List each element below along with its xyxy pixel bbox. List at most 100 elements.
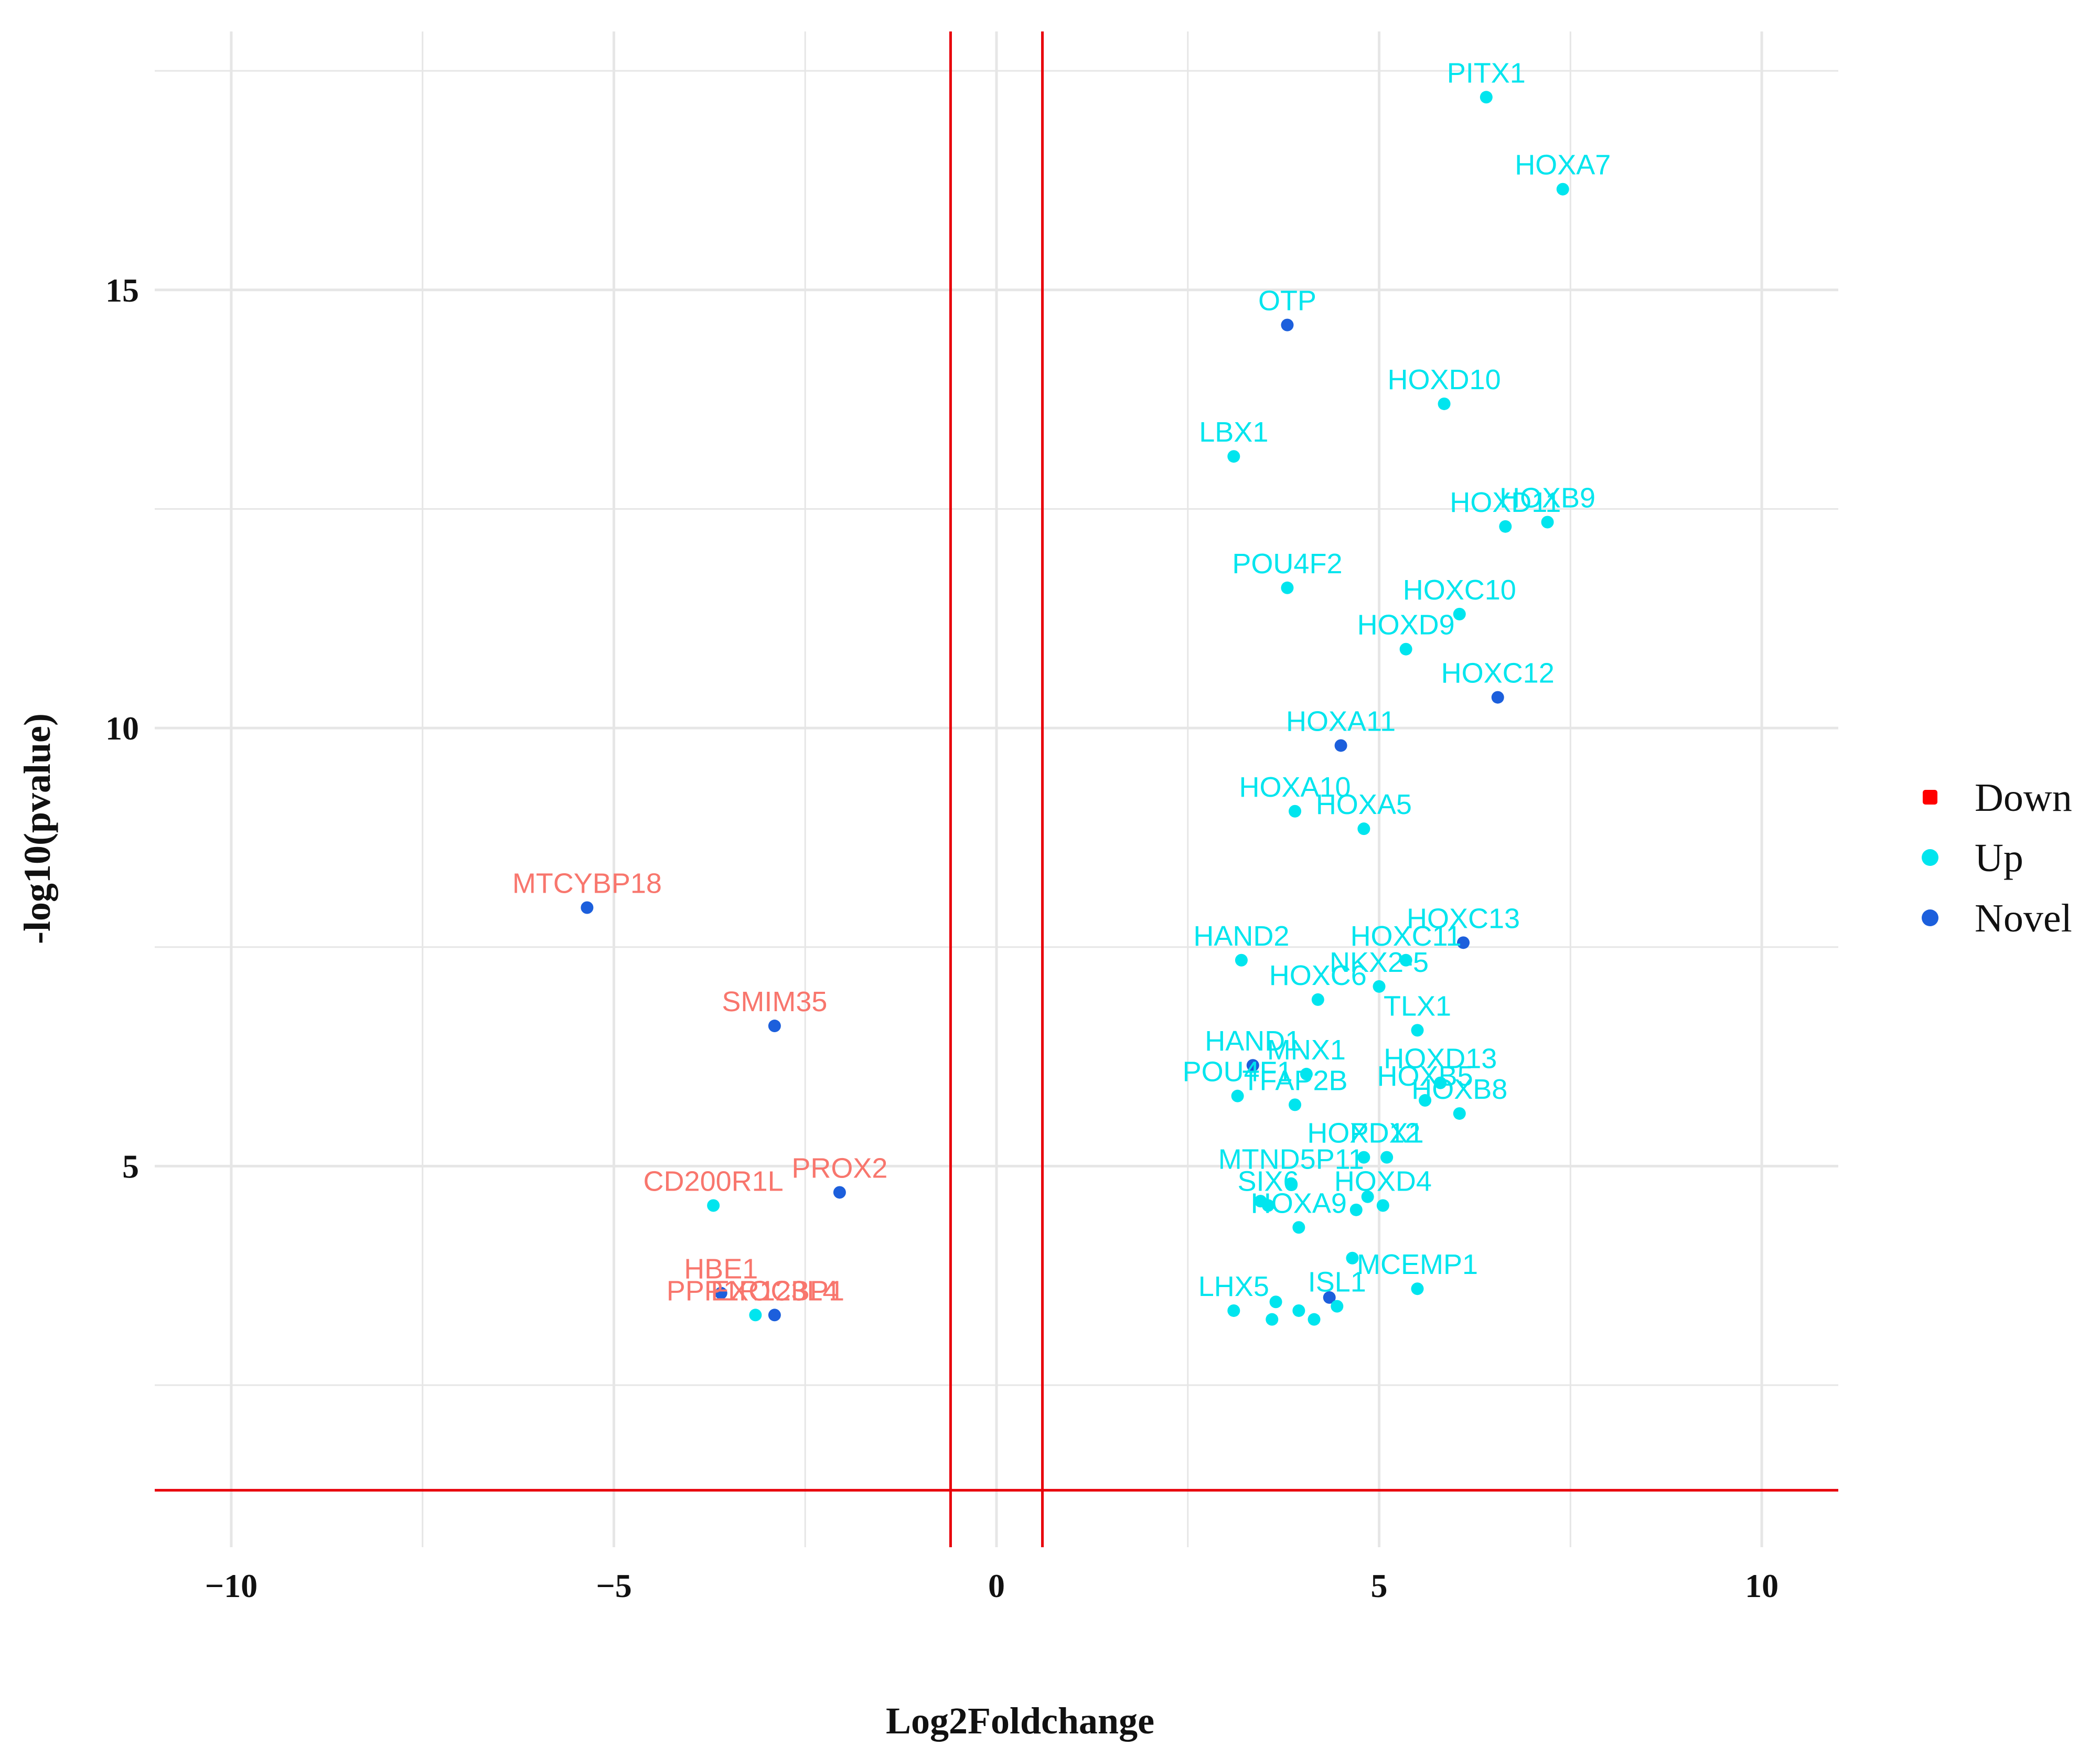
- point-isl1: [1331, 1300, 1344, 1313]
- point-hoxd10: [1438, 397, 1451, 410]
- point-unlabeled-42: [1292, 1304, 1305, 1317]
- point-hoxa10: [1289, 805, 1302, 818]
- label-hoxc6: HOXC6: [1269, 960, 1367, 991]
- label-hoxd11: HOXD11: [1450, 487, 1561, 518]
- label-hoxa5: HOXA5: [1316, 789, 1412, 820]
- label-hoxd13: HOXD13: [1384, 1043, 1497, 1075]
- point-hoxd13: [1434, 1076, 1447, 1089]
- point-hoxb8: [1453, 1107, 1466, 1120]
- label-six6: SIX6: [1237, 1165, 1299, 1197]
- label-hoxc11: HOXC11: [1351, 920, 1462, 952]
- point-otp: [1281, 318, 1294, 331]
- point-unlabeled-38: [1323, 1291, 1336, 1304]
- point-unlabeled-43: [1266, 1313, 1279, 1326]
- point-hoxa7: [1556, 183, 1569, 196]
- x-tick-label: 0: [988, 1567, 1005, 1604]
- point-pou4f1: [1231, 1089, 1244, 1102]
- label-hoxa7: HOXA7: [1515, 149, 1611, 181]
- label-hoxa10: HOXA10: [1239, 772, 1351, 803]
- point-mtcybp18: [581, 901, 594, 914]
- label-smim35: SMIM35: [722, 986, 827, 1017]
- point-mcemp1: [1411, 1282, 1424, 1295]
- x-tick-label: −10: [205, 1567, 258, 1604]
- point-hoxc10: [1453, 607, 1466, 620]
- point-hoxa5: [1357, 822, 1370, 835]
- label-hoxd10: HOXD10: [1388, 364, 1501, 395]
- x-tick-label: −5: [596, 1567, 631, 1604]
- point-hoxb9: [1541, 516, 1554, 529]
- point-lhx5: [1227, 1304, 1240, 1317]
- data-points: [581, 91, 1569, 1326]
- legend-label-down: Down: [1975, 776, 2072, 820]
- point-unlabeled-39: [1269, 1295, 1282, 1309]
- label-pou4f2: POU4F2: [1232, 548, 1342, 580]
- label-hbe1: HBE1: [684, 1254, 758, 1285]
- label-tlx1: TLX1: [1384, 990, 1451, 1022]
- point-hoxd4: [1376, 1199, 1389, 1212]
- label-lbx1: LBX1: [1199, 416, 1268, 448]
- y-axis-title: -log10(pvalue): [16, 713, 58, 944]
- label-hand1: HAND1: [1205, 1025, 1301, 1057]
- point-hoxd9: [1399, 642, 1412, 656]
- point-hoxb5: [1419, 1094, 1432, 1107]
- y-tick-label: 15: [105, 272, 139, 309]
- point-hand1: [1246, 1059, 1259, 1072]
- label-pou4f1: POU4F1: [1183, 1056, 1293, 1088]
- label-exoc3l4: EXOC3L4: [711, 1275, 838, 1306]
- label-hoxb5: HOXB5: [1377, 1060, 1473, 1092]
- point-tfap2b: [1289, 1098, 1302, 1111]
- point-six6: [1261, 1199, 1274, 1212]
- legend-key-novel: [1922, 909, 1938, 926]
- point-exoc3l4: [768, 1309, 781, 1322]
- point-hoxa11: [1334, 739, 1347, 752]
- x-tick-label: 5: [1371, 1567, 1388, 1604]
- label-pdx1: PDX1: [1350, 1118, 1424, 1149]
- point-smim35: [768, 1020, 781, 1033]
- x-axis-ticks: −10 −5 0 5 10: [205, 1567, 1778, 1604]
- point-tlx1: [1411, 1024, 1424, 1037]
- point-hoxd12: [1357, 1151, 1370, 1164]
- point-hoxc6: [1311, 993, 1324, 1006]
- point-lbx1: [1227, 450, 1240, 463]
- label-nkx2-5: NKX2-5: [1330, 947, 1429, 978]
- label-mcemp1: MCEMP1: [1357, 1249, 1478, 1280]
- grid: [155, 31, 1838, 1547]
- point-unlabeled-33: [1349, 1203, 1363, 1216]
- label-hoxa11: HOXA11: [1286, 705, 1396, 737]
- point-mtnd5p11: [1284, 1177, 1298, 1190]
- legend-label-novel: Novel: [1975, 896, 2072, 940]
- label-mtcybp18: MTCYBP18: [512, 868, 662, 899]
- point-pitx1: [1480, 91, 1493, 104]
- point-hoxa9: [1292, 1221, 1305, 1234]
- label-prox2: PROX2: [791, 1152, 887, 1184]
- legend-key-up: [1922, 849, 1938, 866]
- label-hoxc12: HOXC12: [1441, 658, 1555, 689]
- label-mnx1: MNX1: [1267, 1034, 1346, 1066]
- x-tick-label: 10: [1745, 1567, 1778, 1604]
- label-hoxb8: HOXB8: [1411, 1074, 1507, 1105]
- point-hoxd11: [1499, 520, 1512, 533]
- threshold-lines: [155, 31, 1838, 1547]
- label-pitx1: PITX1: [1447, 57, 1526, 89]
- point-hand2: [1235, 954, 1248, 967]
- label-cd200r1l: CD200R1L: [644, 1165, 784, 1197]
- point-unlabeled-32: [1361, 1190, 1374, 1203]
- point-prox2: [833, 1186, 846, 1199]
- y-tick-label: 5: [122, 1148, 139, 1185]
- y-tick-label: 10: [105, 710, 139, 747]
- label-otp: OTP: [1258, 285, 1316, 317]
- label-hand2: HAND2: [1193, 920, 1289, 952]
- label-hoxd9: HOXD9: [1357, 609, 1455, 641]
- label-hoxc10: HOXC10: [1403, 574, 1516, 606]
- point-hoxc11: [1399, 954, 1412, 967]
- point-cd200r1l: [707, 1199, 720, 1212]
- label-hoxa9: HOXA9: [1251, 1187, 1347, 1219]
- legend-key-down: [1923, 790, 1937, 805]
- legend: Down Up Novel: [1922, 776, 2072, 940]
- label-lhx5: LHX5: [1198, 1271, 1269, 1302]
- label-hoxd12: HOXD12: [1307, 1118, 1420, 1149]
- point-unlabeled-44: [1308, 1313, 1321, 1326]
